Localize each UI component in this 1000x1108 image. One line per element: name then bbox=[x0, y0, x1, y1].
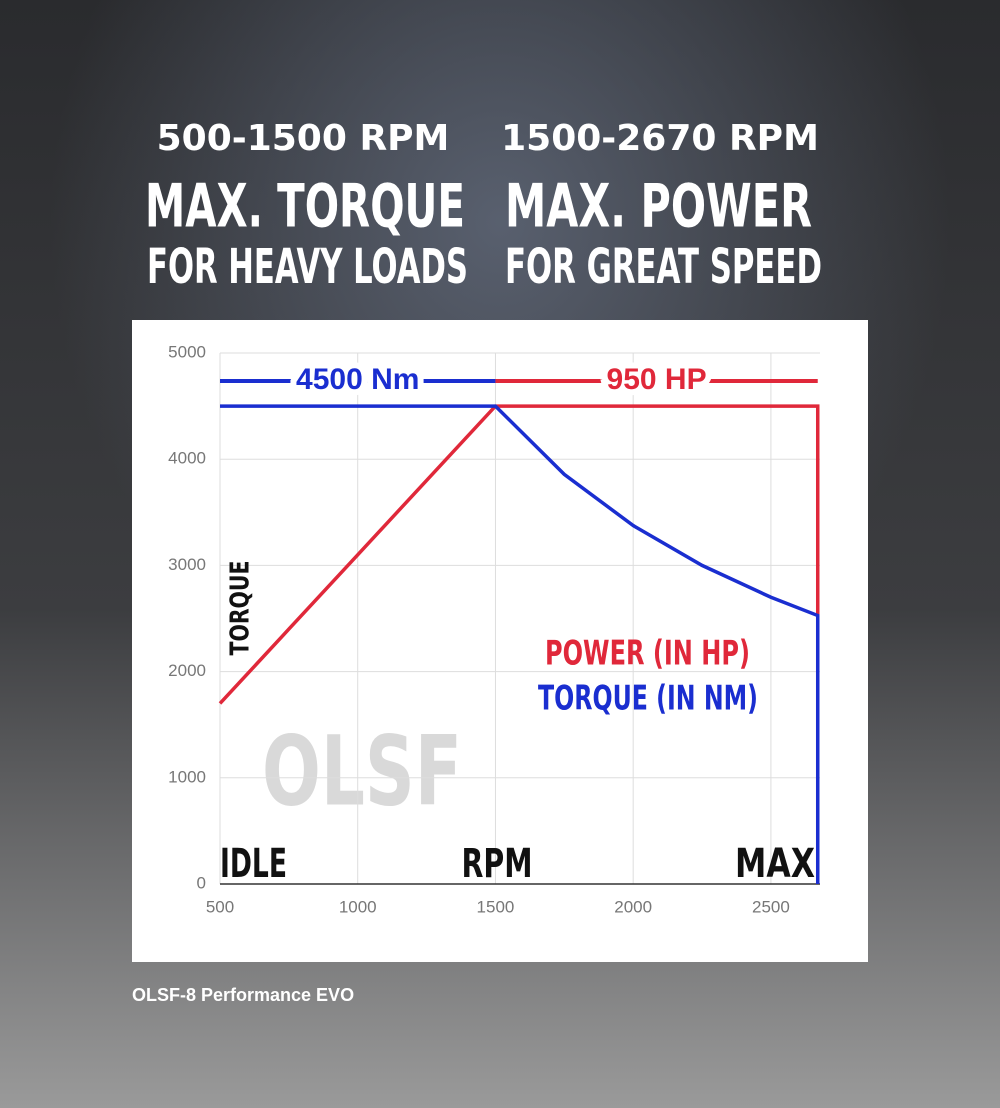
header-subtitle: FOR GREAT SPEED bbox=[505, 239, 822, 295]
x-marker-label: IDLE bbox=[220, 841, 287, 887]
x-tick-label: 2000 bbox=[614, 897, 652, 916]
header-range: 500-1500 RPM bbox=[157, 118, 450, 159]
chart: OLSF 0 1000 2000 3000 4000 5000 500 1000 1500 2000… bbox=[168, 342, 820, 916]
header-title: MAX. TORQUE bbox=[145, 172, 465, 242]
x-tick-label: 2500 bbox=[752, 897, 790, 916]
header-title: MAX. POWER bbox=[505, 172, 812, 242]
y-tick-label: 1000 bbox=[168, 767, 206, 786]
chart-panel bbox=[132, 320, 868, 962]
caption: OLSF-8 Performance EVO bbox=[132, 985, 354, 1005]
legend-entry: TORQUE (IN NM) bbox=[538, 679, 758, 719]
y-tick-label: 4000 bbox=[168, 449, 206, 468]
y-tick-label: 3000 bbox=[168, 555, 206, 574]
legend-entry: POWER (IN HP) bbox=[545, 634, 750, 674]
y-tick-label: 5000 bbox=[168, 342, 206, 361]
header-range: 1500-2670 RPM bbox=[501, 118, 819, 159]
annotation: 4500 Nm bbox=[296, 363, 419, 396]
series-line bbox=[218, 404, 820, 884]
x-tick-label: 500 bbox=[206, 897, 234, 916]
x-tick-label: 1000 bbox=[339, 897, 377, 916]
y-tick-label: 2000 bbox=[168, 661, 206, 680]
header-subtitle: FOR HEAVY LOADS bbox=[147, 239, 468, 295]
series-line bbox=[220, 404, 820, 884]
x-marker-label: MAX bbox=[735, 841, 815, 887]
annotation: 950 HP bbox=[607, 363, 707, 396]
y-tick-label: 0 bbox=[197, 873, 206, 892]
x-tick-label: 1500 bbox=[477, 897, 515, 916]
y-axis-label: TORQUE bbox=[226, 561, 256, 656]
x-marker-label: RPM bbox=[462, 841, 533, 887]
watermark: OLSF bbox=[262, 715, 462, 827]
